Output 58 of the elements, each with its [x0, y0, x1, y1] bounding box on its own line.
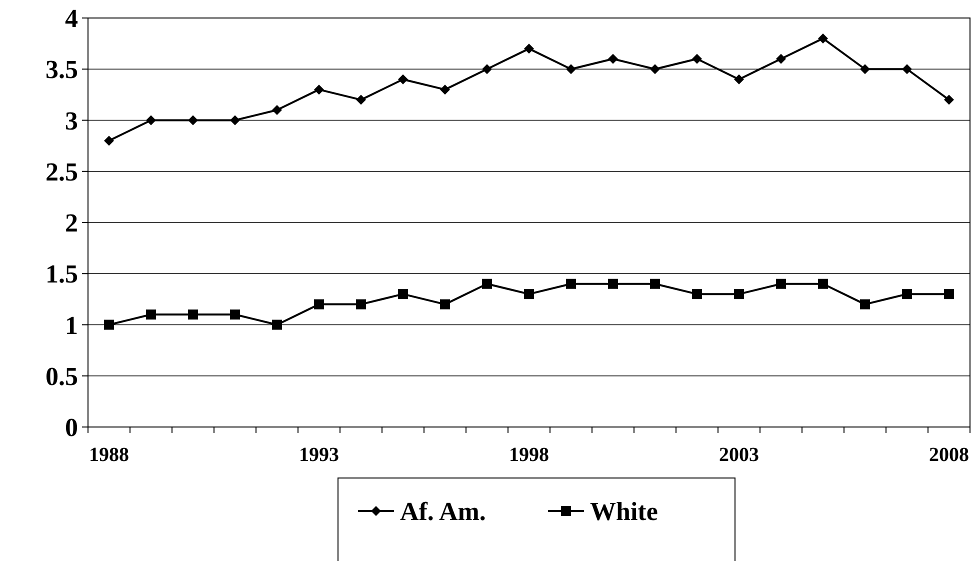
point	[776, 54, 786, 64]
point	[314, 84, 324, 95]
y-tick-label: 2	[65, 208, 78, 238]
point	[272, 105, 282, 116]
y-tick-label: 2.5	[46, 157, 78, 186]
point	[398, 74, 408, 84]
point	[734, 74, 744, 84]
point	[566, 278, 576, 289]
y-tick-label: 0.5	[46, 362, 78, 391]
point	[272, 320, 282, 330]
point	[944, 94, 954, 105]
x-tick-label: 2003	[719, 444, 759, 466]
x-tick-label: 1988	[89, 444, 129, 466]
point	[734, 289, 744, 300]
point	[902, 64, 912, 74]
point	[692, 54, 702, 64]
point	[146, 310, 156, 320]
point	[524, 44, 534, 54]
x-tick-label: 1998	[509, 444, 549, 466]
point	[356, 299, 366, 310]
point	[566, 64, 576, 74]
point	[188, 115, 198, 126]
point	[776, 278, 786, 289]
point	[608, 54, 618, 64]
point	[860, 299, 870, 310]
point	[230, 310, 240, 320]
point	[860, 64, 870, 74]
point	[482, 64, 492, 74]
y-tick-label: 3	[65, 106, 78, 136]
point	[440, 84, 450, 95]
point	[188, 310, 198, 320]
y-tick-label: 4	[65, 4, 78, 34]
y-tick-label: 3.5	[46, 55, 78, 84]
point	[230, 115, 240, 126]
legend-label: White	[590, 497, 658, 526]
point	[692, 289, 702, 300]
point	[356, 94, 366, 105]
point	[104, 136, 114, 146]
point	[146, 115, 156, 126]
y-tick-label: 1	[65, 310, 78, 340]
point	[440, 299, 450, 310]
point	[314, 299, 324, 310]
point	[524, 289, 534, 300]
point	[482, 278, 492, 289]
point	[650, 64, 660, 74]
legend-label: Af. Am.	[400, 497, 486, 526]
x-tick-label: 1993	[299, 444, 339, 466]
point	[818, 278, 828, 289]
point	[608, 278, 618, 289]
point	[818, 33, 828, 44]
point	[902, 289, 912, 300]
point	[104, 320, 114, 330]
x-tick-label: 2008	[929, 444, 969, 466]
y-tick-label: 1.5	[46, 260, 78, 289]
point	[944, 289, 954, 300]
y-tick-label: 0	[65, 413, 78, 442]
point	[398, 289, 408, 300]
point	[650, 278, 660, 289]
